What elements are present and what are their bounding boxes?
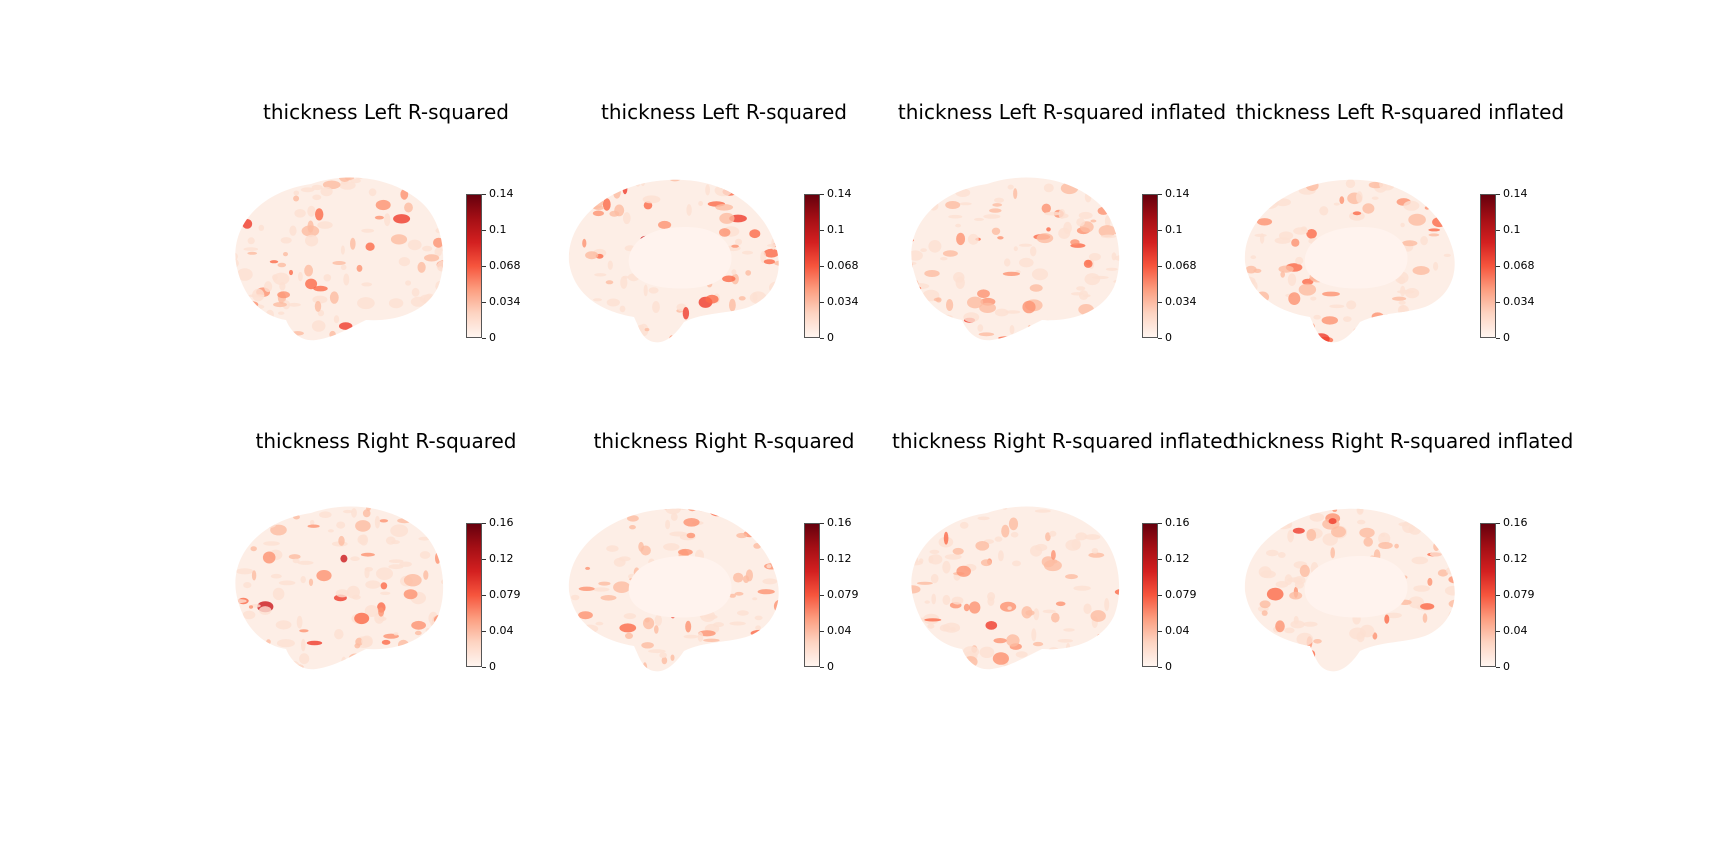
colorbar-tick-label: 0: [820, 661, 834, 673]
colorbar-tick-label: 0.034: [820, 296, 859, 308]
panel-title: thickness Right R-squared inflated: [1230, 429, 1574, 453]
panel-right-lateral: thickness Right R-squared 0.16 0.12 0.07…: [216, 429, 556, 719]
panel-right-medial: thickness Right R-squared 0.16 0.12 0.07…: [554, 429, 894, 719]
colorbar-tick-label: 0: [1496, 661, 1510, 673]
colorbar: [1142, 523, 1158, 667]
medial-wall: [628, 227, 732, 289]
colorbar: [466, 523, 482, 667]
colorbar-ticks: 0.14 0.1 0.068 0.034 0: [1496, 188, 1556, 344]
brain-surface-medial: [568, 508, 779, 672]
colorbar-tick-label: 0: [1496, 332, 1510, 344]
colorbar-tick-label: 0: [1158, 332, 1172, 344]
cortex-surface: [235, 177, 444, 341]
colorbar: [466, 194, 482, 338]
colorbar-tick-label: 0.068: [482, 260, 521, 272]
colorbar-tick-label: 0.14: [482, 188, 514, 200]
colorbar-ticks: 0.14 0.1 0.068 0.034 0: [820, 188, 880, 344]
colorbar-tick-label: 0.12: [1496, 553, 1528, 565]
medial-wall: [1304, 227, 1408, 289]
colorbar-tick-label: 0.079: [820, 589, 859, 601]
colorbar-tick-label: 0.034: [1496, 296, 1535, 308]
colorbar-tick-label: 0.079: [1496, 589, 1535, 601]
colorbar-ticks: 0.16 0.12 0.079 0.04 0: [1496, 517, 1556, 673]
panel-left-lateral: thickness Left R-squared 0.14 0.1 0.068 …: [216, 100, 556, 390]
panel-title: thickness Left R-squared inflated: [1235, 100, 1565, 124]
colorbar-tick-label: 0.068: [1158, 260, 1197, 272]
panel-title: thickness Right R-squared: [593, 429, 855, 453]
colorbar-tick-label: 0.12: [820, 553, 852, 565]
panel-left-inflated-lateral: thickness Left R-squared inflated 0.14 0…: [892, 100, 1232, 390]
colorbar: [1480, 523, 1496, 667]
cortex-surface: [911, 177, 1120, 341]
brain-surface-lateral: [235, 506, 444, 670]
colorbar: [804, 523, 820, 667]
colorbar-tick-label: 0: [1158, 661, 1172, 673]
colorbar-tick-label: 0.1: [482, 224, 507, 236]
colorbar-tick-label: 0.1: [1496, 224, 1521, 236]
colorbar-tick-label: 0.1: [1158, 224, 1183, 236]
colorbar: [1142, 194, 1158, 338]
colorbar-ticks: 0.16 0.12 0.079 0.04 0: [482, 517, 542, 673]
colorbar-tick-label: 0: [482, 661, 496, 673]
colorbar-tick-label: 0: [820, 332, 834, 344]
colorbar-ticks: 0.16 0.12 0.079 0.04 0: [1158, 517, 1218, 673]
medial-wall: [1304, 556, 1408, 618]
colorbar: [804, 194, 820, 338]
colorbar-tick-label: 0.16: [1496, 517, 1528, 529]
panel-left-inflated-medial: thickness Left R-squared inflated 0.14 0…: [1230, 100, 1570, 390]
colorbar-tick-label: 0.14: [820, 188, 852, 200]
brain-surface-inflated-lateral: [911, 506, 1120, 670]
colorbar-tick-label: 0.068: [820, 260, 859, 272]
colorbar-tick-label: 0.04: [1158, 625, 1190, 637]
panel-title: thickness Left R-squared inflated: [897, 100, 1227, 124]
panel-right-inflated-medial: thickness Right R-squared inflated 0.16 …: [1230, 429, 1574, 719]
panel-title: thickness Left R-squared: [263, 100, 509, 124]
panel-left-medial: thickness Left R-squared 0.14 0.1 0.068 …: [554, 100, 894, 390]
colorbar-ticks: 0.16 0.12 0.079 0.04 0: [820, 517, 880, 673]
colorbar-ticks: 0.14 0.1 0.068 0.034 0: [482, 188, 542, 344]
panel-title: thickness Right R-squared: [255, 429, 517, 453]
panel-title: thickness Left R-squared: [601, 100, 847, 124]
colorbar-tick-label: 0: [482, 332, 496, 344]
colorbar-tick-label: 0.16: [482, 517, 514, 529]
colorbar-tick-label: 0.04: [820, 625, 852, 637]
colorbar-tick-label: 0.079: [482, 589, 521, 601]
colorbar-ticks: 0.14 0.1 0.068 0.034 0: [1158, 188, 1218, 344]
brain-surface-medial: [568, 179, 779, 343]
panel-title: thickness Right R-squared inflated: [892, 429, 1236, 453]
colorbar-tick-label: 0.12: [482, 553, 514, 565]
medial-wall: [628, 556, 732, 618]
colorbar-tick-label: 0.068: [1496, 260, 1535, 272]
colorbar-tick-label: 0.04: [482, 625, 514, 637]
colorbar-tick-label: 0.034: [482, 296, 521, 308]
colorbar-tick-label: 0.12: [1158, 553, 1190, 565]
brain-surface-inflated-medial: [1244, 179, 1455, 343]
brain-surface-inflated-medial: [1244, 508, 1455, 672]
colorbar: [1480, 194, 1496, 338]
colorbar-tick-label: 0.04: [1496, 625, 1528, 637]
colorbar-tick-label: 0.16: [820, 517, 852, 529]
colorbar-tick-label: 0.079: [1158, 589, 1197, 601]
brain-surface-inflated-lateral: [911, 177, 1120, 341]
colorbar-tick-label: 0.16: [1158, 517, 1190, 529]
activation-pattern: [235, 506, 444, 670]
panel-right-inflated-lateral: thickness Right R-squared inflated 0.16 …: [892, 429, 1236, 719]
cortex-surface: [235, 506, 444, 670]
colorbar-tick-label: 0.034: [1158, 296, 1197, 308]
colorbar-tick-label: 0.14: [1496, 188, 1528, 200]
brain-surface-lateral: [235, 177, 444, 341]
colorbar-tick-label: 0.14: [1158, 188, 1190, 200]
colorbar-tick-label: 0.1: [820, 224, 845, 236]
